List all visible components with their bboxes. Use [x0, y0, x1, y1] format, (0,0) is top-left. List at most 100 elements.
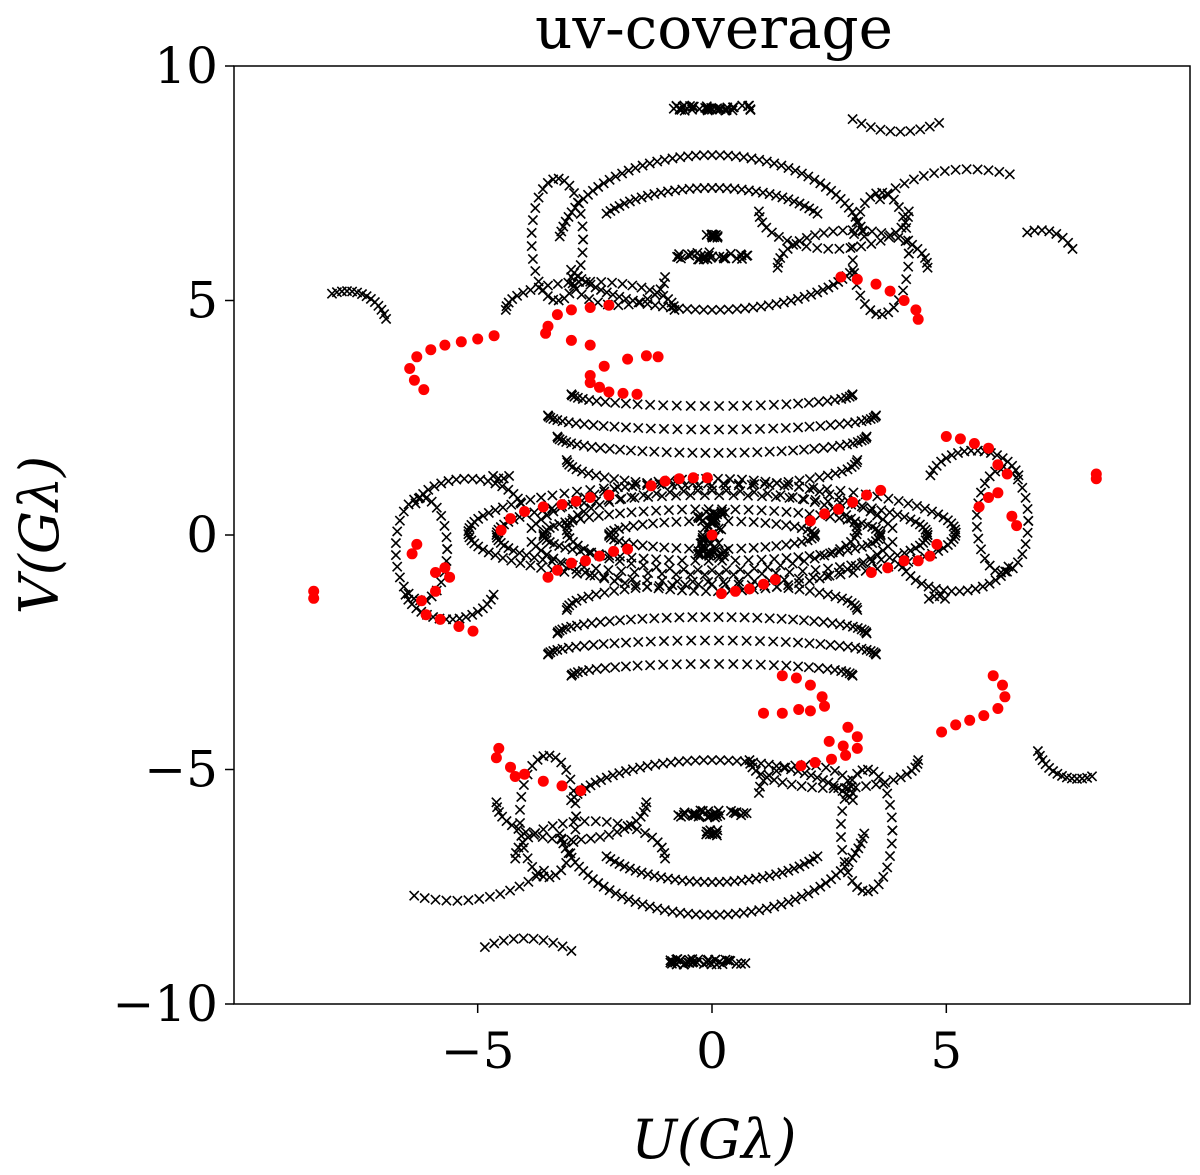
uv-point-cross [862, 519, 873, 531]
uv-point-dot [594, 381, 605, 393]
uv-point-cross [630, 896, 641, 908]
uv-point-cross [526, 522, 537, 534]
uv-point-dot [584, 302, 596, 313]
uv-point-cross [620, 637, 632, 648]
uv-point-dot [804, 679, 816, 691]
uv-point-cross [884, 850, 896, 862]
uv-point-cross [804, 421, 815, 432]
uv-point-cross [601, 287, 612, 298]
uv-point-cross [896, 222, 907, 233]
uv-point-cross [556, 865, 567, 876]
uv-point-cross [780, 636, 791, 648]
uv-point-cross [794, 198, 805, 209]
uv-point-cross [599, 472, 610, 483]
uv-point-cross [687, 612, 698, 623]
uv-point-cross [676, 504, 688, 515]
uv-point-cross [565, 848, 576, 859]
uv-point-dot [519, 768, 530, 780]
uv-point-dot [804, 515, 816, 527]
uv-point-cross [559, 175, 570, 186]
uv-point-cross [671, 400, 682, 411]
uv-point-cross [760, 541, 771, 553]
uv-point-cross [814, 587, 825, 598]
uv-point-cross [875, 124, 886, 135]
uv-point-cross [503, 484, 514, 495]
uv-point-cross [856, 541, 868, 552]
uv-point-cross [493, 806, 505, 818]
uv-point-dot [819, 700, 830, 712]
y-tick-label: 0 [186, 506, 218, 564]
uv-point-cross [530, 265, 541, 277]
uv-point-cross [463, 529, 474, 540]
uv-point-cross [590, 816, 601, 827]
uv-point-cross [683, 516, 695, 527]
uv-point-cross [625, 445, 637, 456]
uv-point-cross [567, 278, 578, 289]
uv-point-cross [780, 422, 791, 434]
uv-point-cross [326, 288, 338, 299]
uv-point-cross [535, 562, 547, 573]
uv-point-cross [413, 493, 424, 504]
uv-point-cross [410, 498, 421, 509]
uv-point-cross [713, 658, 725, 670]
uv-point-cross [598, 881, 609, 892]
uv-point-cross [788, 196, 800, 207]
uv-point-cross [497, 552, 509, 564]
uv-point-cross [905, 545, 916, 556]
uv-point-cross [727, 105, 738, 116]
uv-point-cross [570, 798, 581, 809]
uv-point-cross [576, 466, 588, 477]
uv-point-cross [705, 517, 717, 529]
uv-point-cross [819, 550, 830, 561]
uv-point-cross [815, 881, 826, 892]
uv-point-cross [884, 799, 896, 811]
uv-point-cross [698, 909, 710, 920]
uv-point-cross [690, 909, 702, 920]
uv-point-cross [647, 518, 659, 529]
uv-point-cross [554, 434, 565, 445]
uv-point-dot [968, 438, 980, 449]
uv-point-dot [973, 501, 985, 513]
uv-point-cross [866, 226, 878, 237]
uv-point-cross [706, 149, 718, 161]
uv-point-cross [742, 400, 753, 411]
uv-point-dot [584, 492, 596, 503]
uv-point-cross [946, 450, 957, 461]
uv-point-cross [708, 230, 720, 241]
uv-point-cross [601, 772, 612, 783]
uv-point-cross [619, 475, 630, 486]
uv-point-cross [533, 282, 544, 293]
uv-point-cross [451, 474, 462, 485]
uv-point-cross [583, 591, 594, 602]
uv-point-cross [768, 399, 780, 410]
uv-point-cross [825, 639, 836, 651]
uv-point-dot [430, 585, 441, 597]
uv-point-cross [718, 546, 729, 558]
uv-point-cross [629, 492, 640, 503]
uv-point-cross [994, 166, 1005, 178]
uv-point-cross [783, 896, 794, 908]
uv-point-cross [927, 465, 939, 476]
uv-point-cross [637, 540, 648, 551]
uv-point-cross [741, 808, 752, 819]
uv-point-cross [822, 470, 834, 481]
uv-point-cross [977, 581, 988, 592]
uv-point-cross [754, 423, 766, 435]
uv-point-cross [812, 851, 823, 862]
uv-point-dot [978, 710, 990, 722]
uv-point-cross [668, 103, 679, 114]
y-tick-label: −5 [144, 741, 218, 799]
uv-point-cross [577, 247, 588, 258]
uv-point-dot [598, 360, 610, 372]
uv-point-dot [1011, 520, 1023, 532]
uv-point-cross [837, 770, 848, 781]
uv-point-cross [609, 397, 621, 408]
uv-point-cross [713, 400, 725, 412]
uv-point-cross [726, 447, 737, 458]
uv-point-cross [557, 941, 568, 952]
uv-point-cross [827, 547, 838, 558]
uv-point-dot [835, 271, 847, 283]
uv-point-cross [630, 194, 641, 205]
uv-point-cross [1022, 503, 1033, 515]
uv-point-cross [600, 662, 611, 674]
